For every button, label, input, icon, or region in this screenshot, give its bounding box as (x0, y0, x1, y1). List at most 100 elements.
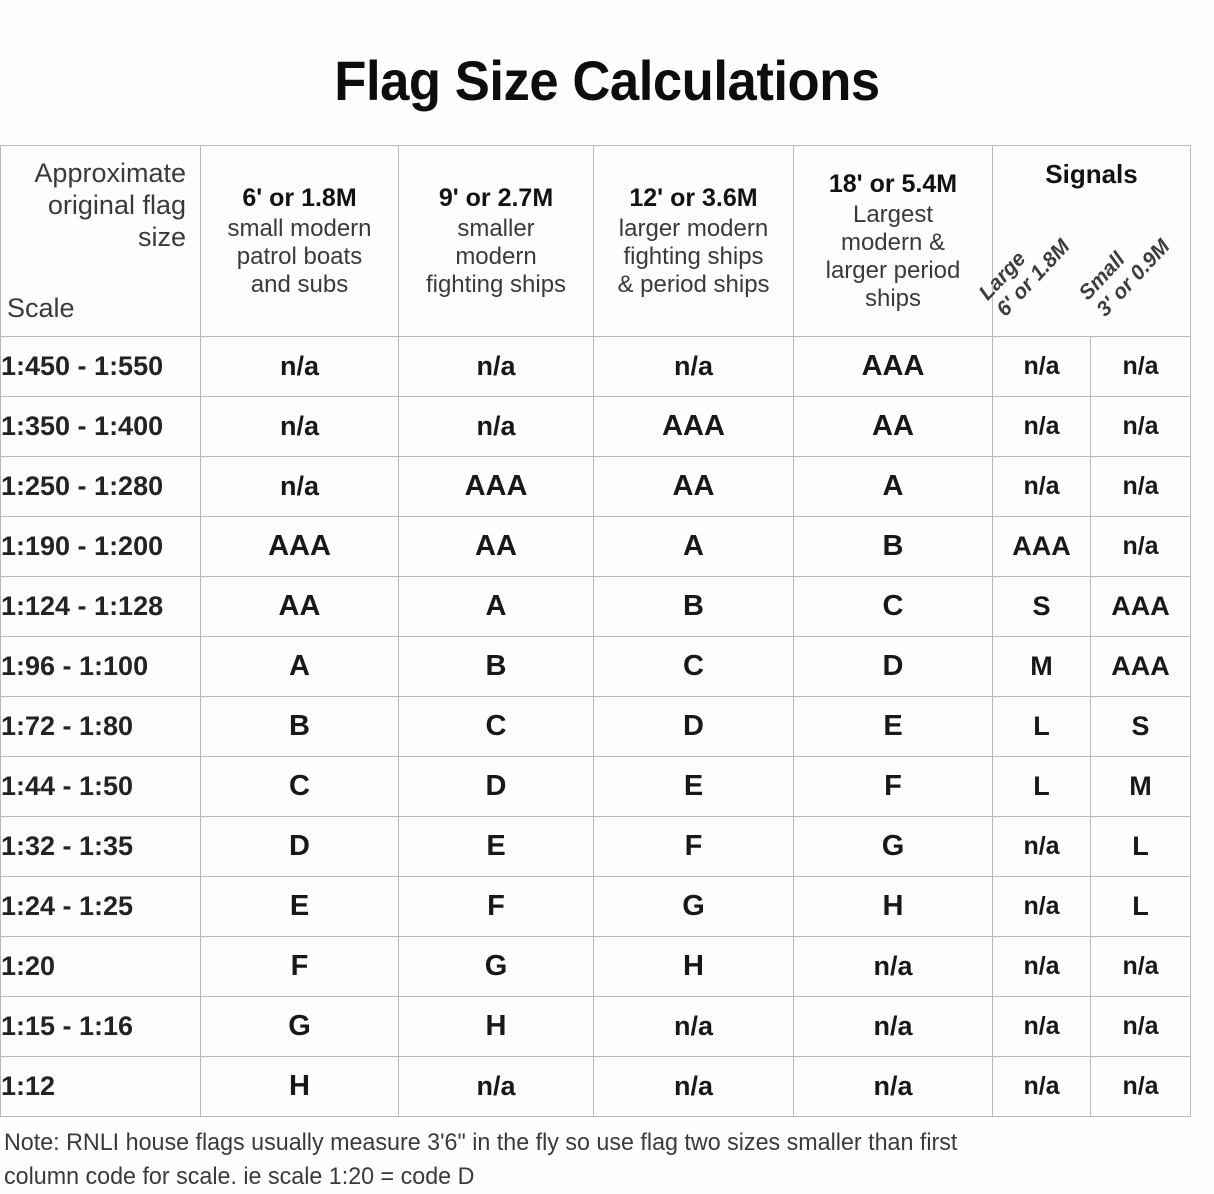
flag-code-cell: H (593, 936, 794, 997)
signals-small-cell: AAA (1090, 576, 1191, 637)
column-header-18ft: 18' or 5.4M Largest modern & larger peri… (793, 145, 993, 337)
signals-small-cell: L (1090, 816, 1191, 877)
column-header-desc-4: ships (864, 284, 922, 312)
flag-code-cell: B (793, 516, 993, 577)
signals-small-cell: n/a (1090, 1056, 1191, 1117)
footnote: Note: RNLI house flags usually measure 3… (4, 1126, 1149, 1194)
signals-large-cell: n/a (992, 396, 1091, 457)
flag-size-table-container: Approximate original flag size Scale 6' … (0, 145, 1191, 1117)
scale-cell: 1:15 - 1:16 (0, 996, 201, 1057)
column-header-6ft: 6' or 1.8M small modern patrol boats and… (200, 145, 399, 337)
flag-code-cell: E (398, 816, 594, 877)
table-row: 1:190 - 1:200 AAA AA A B AAA n/a (0, 516, 1191, 577)
scale-cell: 1:124 - 1:128 (0, 576, 201, 637)
table-row: 1:96 - 1:100 A B C D M AAA (0, 636, 1191, 697)
flag-code-cell: n/a (793, 996, 993, 1057)
flag-code-cell: B (200, 696, 399, 757)
column-header-12ft: 12' or 3.6M larger modern fighting ships… (593, 145, 794, 337)
table-header: Approximate original flag size Scale 6' … (0, 145, 1191, 337)
signals-small-cell: n/a (1090, 336, 1191, 397)
signals-large-cell: n/a (992, 336, 1091, 397)
signals-large-cell: n/a (992, 1056, 1091, 1117)
corner-top-line-3: size (137, 221, 186, 252)
flag-code-cell: n/a (200, 396, 399, 457)
flag-code-cell: C (793, 576, 993, 637)
column-header-size-label: 9' or 2.7M (438, 184, 554, 213)
scale-cell: 1:72 - 1:80 (0, 696, 201, 757)
signals-small-label: Small 3' or 0.9M (1075, 219, 1175, 321)
flag-code-cell: n/a (593, 996, 794, 1057)
scale-cell: 1:44 - 1:50 (0, 756, 201, 817)
flag-code-cell: G (593, 876, 794, 937)
column-header-desc-3: larger period (825, 257, 961, 284)
flag-code-cell: H (398, 996, 594, 1057)
column-header-desc-1: Largest (852, 201, 934, 229)
column-header-desc-2: patrol boats (236, 243, 363, 271)
scale-cell: 1:450 - 1:550 (0, 336, 201, 397)
page-title: Flag Size Calculations (334, 49, 880, 112)
corner-top-line-1: Approximate (34, 158, 186, 188)
column-header-desc-1: smaller (457, 215, 535, 243)
signals-large-cell: S (992, 576, 1091, 637)
flag-code-cell: n/a (200, 336, 399, 397)
footnote-line-1: Note: RNLI house flags usually measure 3… (4, 1129, 958, 1156)
signals-small-cell: M (1090, 756, 1191, 817)
flag-code-cell: F (793, 756, 993, 817)
table-row: 1:44 - 1:50 C D E F L M (0, 756, 1191, 817)
table-body: 1:450 - 1:550 n/a n/a n/a AAA n/a n/a 1:350 - 1… (0, 336, 1191, 1117)
flag-code-cell: E (200, 876, 399, 937)
scale-cell: 1:350 - 1:400 (0, 396, 201, 457)
corner-header-cell: Approximate original flag size Scale (0, 145, 201, 337)
flag-code-cell: AA (398, 516, 594, 577)
column-header-desc-2: modern (455, 243, 537, 271)
table-row: 1:350 - 1:400 n/a n/a AAA AA n/a n/a (0, 396, 1191, 457)
flag-code-cell: D (200, 816, 399, 877)
flag-code-cell: C (200, 756, 399, 817)
column-header-desc-2: modern & (840, 229, 946, 257)
signals-large-cell: n/a (992, 996, 1091, 1057)
scale-cell: 1:250 - 1:280 (0, 456, 201, 517)
flag-code-cell: C (593, 636, 794, 697)
flag-code-cell: D (593, 696, 794, 757)
signals-large-cell: L (992, 756, 1091, 817)
flag-size-table: Approximate original flag size Scale 6' … (0, 145, 1191, 1117)
scale-label: Scale (7, 293, 75, 323)
flag-code-cell: A (793, 456, 993, 517)
flag-code-cell: G (793, 816, 993, 877)
flag-code-cell: n/a (793, 936, 993, 997)
column-header-desc-3: fighting ships (425, 270, 567, 298)
flag-code-cell: AAA (593, 396, 794, 457)
flag-code-cell: F (200, 936, 399, 997)
flag-code-cell: B (593, 576, 794, 637)
flag-code-cell: H (200, 1056, 399, 1117)
signals-small-cell: n/a (1090, 516, 1191, 577)
flag-code-cell: A (398, 576, 594, 637)
flag-code-cell: F (398, 876, 594, 937)
footnote-line-2: column code for scale. ie scale 1:20 = c… (4, 1163, 475, 1191)
flag-code-cell: AA (593, 456, 794, 517)
flag-code-cell: AA (200, 576, 399, 637)
flag-code-cell: H (793, 876, 993, 937)
signals-small-cell: AAA (1090, 636, 1191, 697)
column-header-desc-3: & period ships (617, 270, 770, 298)
column-header-size-label: 6' or 1.8M (242, 184, 357, 213)
flag-code-cell: n/a (793, 1056, 993, 1117)
flag-code-cell: C (398, 696, 594, 757)
flag-code-cell: B (398, 636, 594, 697)
flag-code-cell: n/a (593, 1056, 794, 1117)
scale-cell: 1:96 - 1:100 (0, 636, 201, 697)
column-header-signals: Signals Large 6' or 1.8M Small 3' or 0.9… (975, 145, 1191, 337)
signals-large-cell: n/a (992, 816, 1091, 877)
flag-code-cell: AAA (793, 336, 993, 397)
scale-cell: 1:20 (0, 936, 201, 997)
table-row: 1:124 - 1:128 AA A B C S AAA (0, 576, 1191, 637)
flag-code-cell: E (593, 756, 794, 817)
signals-small-cell: n/a (1090, 996, 1191, 1057)
flag-code-cell: AAA (398, 456, 594, 517)
